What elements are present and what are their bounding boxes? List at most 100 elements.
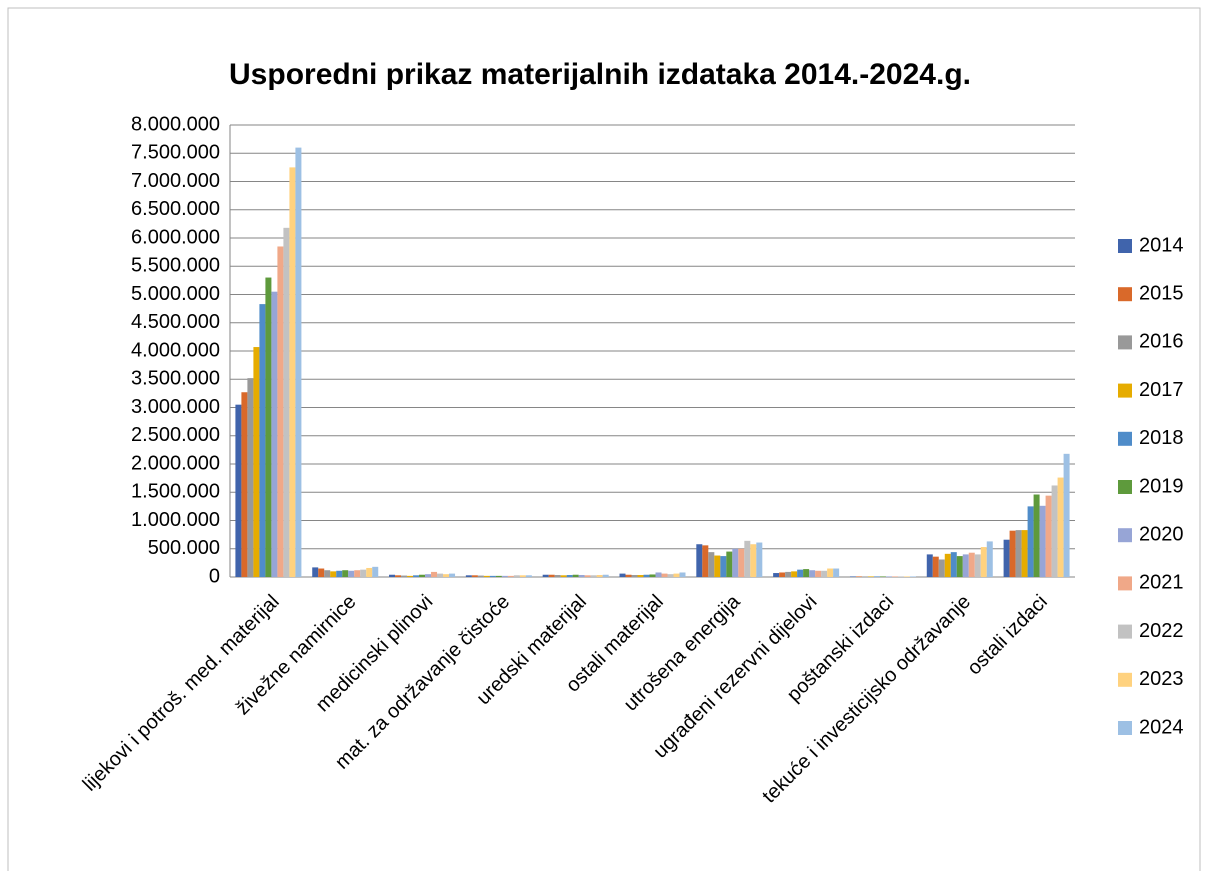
x-tick-label: ostali izdaci — [963, 591, 1052, 680]
chart-frame — [7, 7, 1201, 871]
bar — [465, 575, 472, 577]
bar — [897, 576, 904, 577]
y-tick-label: 7.000.000 — [131, 170, 220, 192]
chart-title: Usporedni prikaz materijalnih izdataka 2… — [229, 58, 971, 91]
legend-swatch — [1118, 287, 1132, 302]
bar — [443, 574, 450, 577]
legend-swatch — [1118, 239, 1132, 253]
bar — [354, 570, 361, 577]
bar — [750, 544, 757, 577]
y-tick-label: 2.500.000 — [131, 424, 220, 446]
bar — [477, 575, 484, 577]
legend-swatch — [1118, 335, 1132, 350]
bar — [673, 573, 680, 577]
bar — [785, 571, 792, 577]
bar — [560, 575, 567, 577]
bar — [619, 573, 626, 577]
bar — [419, 574, 426, 577]
bar — [590, 575, 597, 577]
y-tick-label: 7.500.000 — [131, 142, 220, 164]
bar — [401, 575, 408, 577]
bar — [395, 575, 402, 577]
bar — [312, 567, 319, 577]
bar — [873, 576, 880, 577]
bar — [756, 542, 763, 577]
bar — [572, 574, 579, 577]
legend-label: 2016 — [1139, 331, 1184, 353]
y-tick-label: 5.000.000 — [131, 283, 220, 305]
bar — [277, 246, 284, 577]
bar — [1015, 530, 1022, 577]
bar — [714, 555, 721, 577]
y-tick-label: 4.000.000 — [131, 339, 220, 361]
bar — [289, 167, 296, 577]
bar — [986, 541, 993, 577]
bar — [696, 544, 703, 577]
bar — [253, 347, 260, 577]
legend-swatch — [1118, 528, 1132, 543]
bar — [702, 545, 709, 577]
bar — [891, 576, 898, 577]
bar — [495, 575, 502, 577]
bar — [342, 570, 349, 577]
bar — [903, 576, 910, 577]
bar — [513, 575, 520, 577]
y-tick-label: 8.000.000 — [131, 113, 220, 135]
legend-swatch — [1118, 624, 1132, 639]
bar — [324, 570, 331, 577]
bar — [437, 573, 444, 577]
bar — [980, 547, 987, 577]
bar — [950, 552, 957, 577]
bar — [1027, 506, 1034, 577]
bar — [926, 554, 933, 577]
bar — [821, 570, 828, 577]
bar — [968, 552, 975, 577]
bar — [247, 378, 254, 577]
bar — [389, 574, 396, 577]
bar — [507, 575, 514, 577]
bar — [318, 568, 325, 577]
bar — [283, 227, 290, 577]
bar — [372, 566, 379, 577]
bar — [519, 575, 526, 577]
bar — [578, 575, 585, 577]
bar — [779, 572, 786, 577]
legend-label: 2024 — [1139, 716, 1184, 738]
bar — [295, 147, 302, 577]
bar — [584, 575, 591, 577]
legend-label: 2017 — [1139, 379, 1184, 401]
bar — [738, 548, 745, 577]
bar — [1009, 530, 1016, 577]
legend-label: 2023 — [1139, 668, 1184, 690]
y-tick-label: 1.000.000 — [131, 509, 220, 531]
bar — [849, 576, 856, 577]
bar — [885, 576, 892, 577]
y-tick-label: 4.500.000 — [131, 311, 220, 333]
bar — [330, 571, 337, 577]
bar — [732, 548, 739, 577]
bar — [1051, 485, 1058, 577]
bar — [637, 575, 644, 577]
legend-label: 2020 — [1139, 523, 1184, 545]
legend-swatch — [1118, 383, 1132, 398]
bar — [791, 571, 798, 577]
y-tick-label: 500.000 — [148, 537, 220, 559]
bar — [336, 570, 343, 577]
legend-label: 2015 — [1139, 282, 1184, 304]
bar — [956, 556, 963, 577]
bar — [631, 575, 638, 577]
bar — [489, 575, 496, 577]
bar — [1039, 505, 1046, 577]
bar — [625, 574, 632, 577]
bar — [909, 576, 916, 577]
bar — [407, 575, 414, 577]
bar — [449, 573, 456, 577]
bar — [962, 554, 969, 577]
bar — [974, 554, 981, 577]
bar — [744, 540, 751, 577]
legend-swatch — [1118, 721, 1132, 735]
bar — [803, 569, 810, 577]
bar — [655, 572, 662, 577]
bar — [360, 569, 367, 577]
